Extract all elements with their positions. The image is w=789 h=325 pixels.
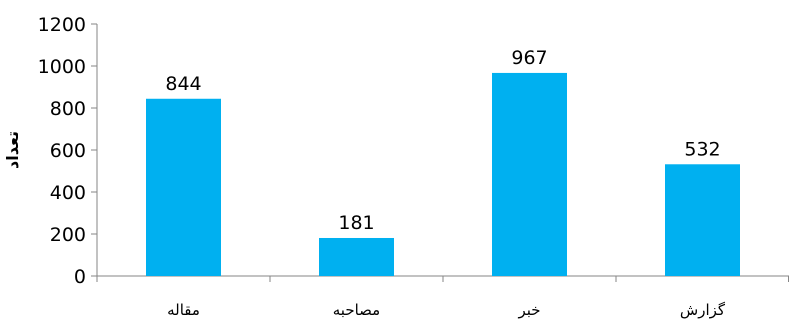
x-tick-label: گزارش xyxy=(680,301,726,319)
x-tick-label: خبر xyxy=(517,301,540,319)
y-tick-label: 1000 xyxy=(38,56,86,78)
x-tick-label: مقاله xyxy=(167,301,200,319)
y-axis-title-group: تعداد xyxy=(3,131,22,169)
y-tick-label: 1200 xyxy=(38,14,86,36)
bars xyxy=(146,72,740,277)
value-labels: 844 181 967 532 xyxy=(165,47,720,234)
bar xyxy=(146,98,221,276)
bar xyxy=(319,237,394,276)
x-axis-labels: مقاله مصاحبه خبر گزارش xyxy=(167,301,726,319)
data-label: 967 xyxy=(511,47,547,69)
y-tick-label: 200 xyxy=(50,224,86,246)
y-tick-label: 0 xyxy=(74,266,86,288)
data-label: 844 xyxy=(165,73,201,95)
bar xyxy=(492,72,567,277)
data-label: 532 xyxy=(684,138,720,160)
bar xyxy=(665,164,740,276)
y-tick-label: 400 xyxy=(50,182,86,204)
data-label: 181 xyxy=(338,212,374,234)
x-tick-label: مصاحبه xyxy=(333,301,380,319)
y-axis-ticks: 0 200 400 600 800 1000 1200 xyxy=(38,14,97,288)
y-tick-label: 800 xyxy=(50,98,86,120)
y-axis-title: تعداد xyxy=(3,131,22,169)
y-tick-label: 600 xyxy=(50,140,86,162)
